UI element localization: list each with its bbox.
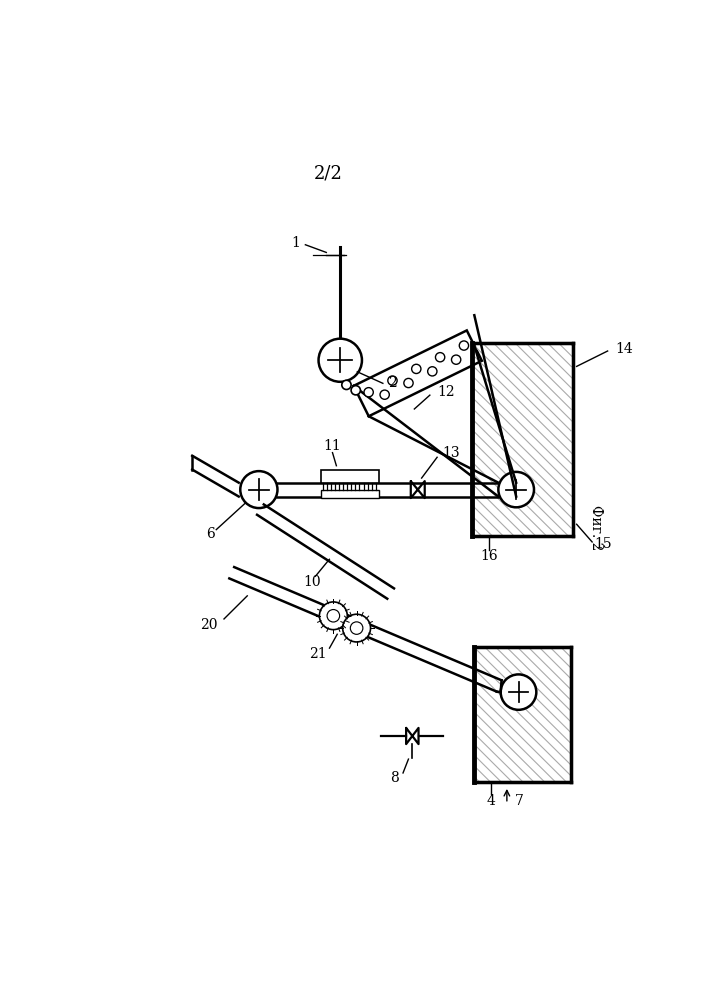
Circle shape [452,355,461,364]
Circle shape [460,341,469,350]
Bar [321,470,379,483]
Circle shape [498,472,534,507]
Text: 1: 1 [291,236,300,250]
Circle shape [501,674,537,710]
Text: 6: 6 [206,527,215,541]
Text: 10: 10 [303,575,321,589]
Circle shape [240,471,277,508]
Circle shape [436,353,445,362]
Bar [321,490,379,498]
Text: Фиг. 2: Фиг. 2 [589,505,603,551]
Circle shape [341,380,351,389]
Circle shape [428,367,437,376]
Circle shape [411,364,421,374]
Text: 7: 7 [515,794,523,808]
Circle shape [404,378,413,388]
Bar [474,647,571,782]
Text: 14: 14 [615,342,633,356]
Bar [472,343,573,536]
Text: 13: 13 [443,446,460,460]
Text: 15: 15 [595,536,612,550]
Text: 16: 16 [480,549,498,563]
Text: 20: 20 [200,618,218,632]
Circle shape [319,339,362,382]
Text: 12: 12 [438,385,455,399]
Circle shape [343,614,370,642]
Circle shape [351,386,361,395]
Circle shape [364,388,373,397]
Text: 2/2: 2/2 [314,165,343,183]
Text: 11: 11 [324,439,341,453]
Circle shape [380,390,390,399]
Circle shape [388,376,397,385]
Text: 8: 8 [390,771,398,785]
Text: 2: 2 [388,376,397,390]
Text: 21: 21 [310,647,327,661]
Polygon shape [354,330,482,416]
Circle shape [320,602,347,630]
Text: 4: 4 [487,794,496,808]
